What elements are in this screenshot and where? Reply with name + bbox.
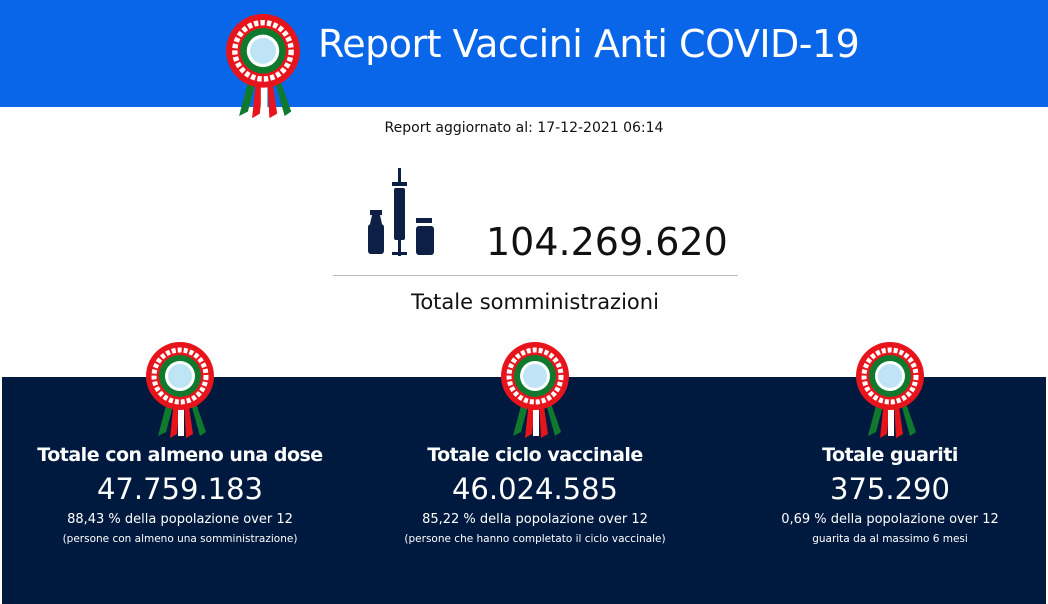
card-at-least-one-dose: Totale con almeno una dose 47.759.183 88… (10, 340, 350, 545)
card-note: (persone che hanno completato il ciclo v… (404, 533, 666, 545)
vaccine-vial-syringe-icon (368, 168, 434, 256)
card-title: Totale guariti (822, 444, 958, 466)
card-full-cycle: Totale ciclo vaccinale 46.024.585 85,22 … (365, 340, 705, 545)
cockade-icon (854, 340, 926, 440)
card-title: Totale con almeno una dose (37, 444, 323, 466)
divider (333, 275, 738, 276)
card-recovered: Totale guariti 375.290 0,69 % della popo… (720, 340, 1048, 545)
cockade-logo-icon (224, 6, 302, 126)
card-value: 46.024.585 (451, 472, 619, 506)
card-title: Totale ciclo vaccinale (427, 444, 643, 466)
page-title: Report Vaccini Anti COVID-19 (318, 22, 860, 66)
card-note: (persone con almeno una somministrazione… (62, 533, 298, 545)
total-administrations-value: 104.269.620 (486, 220, 728, 264)
cockade-icon (144, 340, 216, 440)
header: Report Vaccini Anti COVID-19 (0, 0, 1048, 107)
card-value: 47.759.183 (96, 472, 264, 506)
last-updated: Report aggiornato al: 17-12-2021 06:14 (384, 120, 664, 136)
card-percentage: 85,22 % della popolazione over 12 (422, 512, 648, 527)
card-percentage: 0,69 % della popolazione over 12 (781, 512, 999, 527)
card-note: guarita da al massimo 6 mesi (812, 533, 968, 545)
card-percentage: 88,43 % della popolazione over 12 (67, 512, 293, 527)
card-value: 375.290 (830, 472, 950, 506)
total-administrations-label: Totale somministrazioni (411, 290, 659, 314)
cockade-icon (499, 340, 571, 440)
